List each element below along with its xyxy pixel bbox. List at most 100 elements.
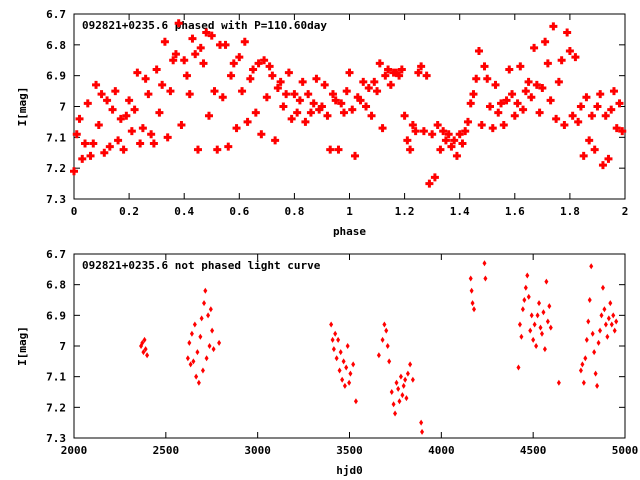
data-point [257,130,266,139]
data-point [386,80,395,89]
phased-ytick-label: 6.7 [46,8,66,21]
data-point [433,121,442,129]
phased-points [70,19,627,188]
data-point [330,336,335,343]
data-point [207,31,216,40]
data-point [472,74,481,83]
data-point [367,111,376,120]
data-point [612,327,617,334]
data-point [391,401,396,408]
data-point [483,275,488,282]
data-point [193,145,202,154]
data-point [188,34,197,43]
data-point [195,349,200,356]
data-point [188,361,193,368]
data-point [474,47,483,55]
data-point [545,318,550,325]
data-point [182,71,191,80]
data-point [72,130,81,139]
data-point [574,117,583,126]
data-point [229,59,238,68]
data-point [208,306,213,313]
data-point [119,145,128,154]
data-point [615,99,624,108]
data-point [425,179,434,188]
phased-xtick-label: 1 [346,205,353,218]
data-point [192,321,197,328]
data-point [605,333,610,340]
timeseries-y-axis-label: I[mag] [16,326,29,366]
data-point [204,355,209,362]
data-point [105,142,114,151]
data-point [140,339,145,346]
timeseries-xtick-label: 2000 [61,444,88,457]
data-point [444,130,453,139]
data-point [290,90,299,99]
data-point [351,361,356,368]
data-point [596,90,605,99]
data-point [414,68,423,77]
data-point [338,349,343,356]
data-point [293,108,302,117]
data-point [86,151,95,160]
data-point [138,124,147,133]
phased-ytick-label: 7.1 [46,131,66,144]
data-point [185,355,190,362]
data-point [548,324,553,331]
data-point [603,321,608,328]
data-point [469,90,478,99]
data-point [78,154,87,163]
data-point [491,80,500,89]
data-point [611,312,616,319]
data-point [92,80,101,89]
data-point [529,312,534,319]
timeseries-ytick-label: 7.1 [46,371,66,384]
data-point [419,127,428,136]
data-point [130,105,139,114]
data-point [494,108,503,117]
data-point [344,364,349,371]
data-point [189,330,194,337]
data-point [530,43,539,52]
data-point [542,346,547,353]
phased-xtick-label: 0 [71,205,78,218]
data-point [304,90,313,99]
data-point [163,133,172,142]
data-point [287,114,296,123]
data-point [334,145,343,154]
data-point [404,395,409,402]
data-point [543,59,552,68]
timeseries-xtick-label: 3500 [336,444,363,457]
phased-x-axis-label: phase [333,225,366,238]
data-point [527,93,536,102]
data-point [97,90,106,99]
data-point [103,96,112,105]
data-point [385,343,390,349]
data-point [246,74,255,83]
data-point [612,124,621,133]
data-point [240,37,249,46]
data-point [417,62,426,71]
data-point [486,102,495,111]
data-point [408,121,417,129]
data-point [203,287,208,294]
data-point [169,56,178,65]
data-point [206,312,211,319]
data-point [593,370,598,377]
data-point [403,376,408,383]
data-point [329,321,334,328]
data-point [155,108,164,117]
phased-xtick-label: 1.6 [505,205,525,218]
data-point [216,40,225,49]
data-point [83,99,92,108]
data-point [149,139,158,148]
data-point [177,121,186,129]
data-point [342,87,351,96]
data-point [470,300,475,307]
data-point [400,392,405,399]
data-point [273,84,282,92]
data-point [147,130,156,139]
data-point [312,74,321,83]
data-point [268,71,277,80]
